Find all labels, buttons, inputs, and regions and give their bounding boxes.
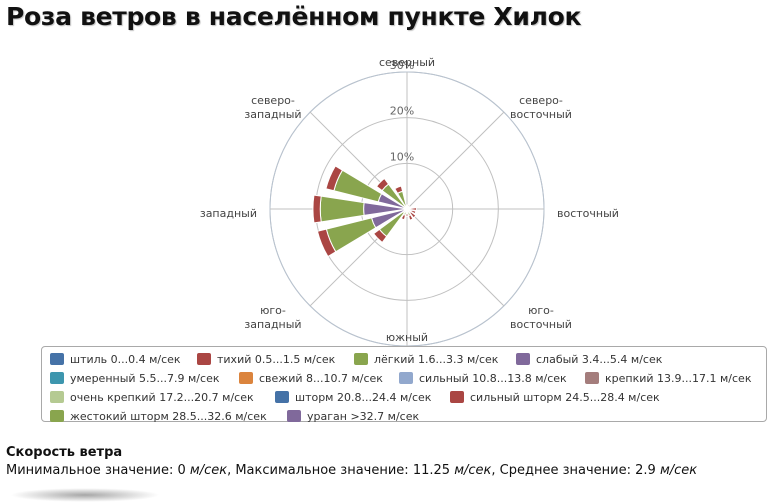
max-label: , Максимальное значение: [227,463,413,478]
wind-sector-bar [409,211,417,219]
legend-item[interactable]: слабый 3.4...5.4 м/сек [516,352,662,366]
direction-label: юго-западный [244,304,301,331]
direction-label: восточный [557,207,619,220]
wind-sector-bar [325,165,344,192]
direction-label: северо-западный [244,94,301,121]
radial-tick-label: 30% [390,59,414,72]
legend-swatch [450,391,464,403]
legend-item[interactable]: очень крепкий 17.2...20.7 м/сек [50,390,254,404]
wind-sector-bar [406,203,411,209]
legend-swatch [287,410,301,422]
wind-sector-bar [410,209,417,215]
grid-spoke [406,208,505,307]
min-value: 0 [177,463,186,478]
legend-swatch [50,410,64,422]
wind-sector-bar [316,228,337,258]
legend-swatch [275,391,289,403]
legend-swatch [50,353,64,365]
wind-sector-bar [312,194,322,224]
legend-label: лёгкий 1.6...3.3 м/сек [374,352,499,366]
wind-sector-bar [405,212,409,217]
caption-stats: Минимальное значение: 0 м/сек, Максималь… [6,463,697,478]
legend-label: ураган >32.7 м/сек [307,409,420,423]
min-label: Минимальное значение: [6,463,178,478]
legend-item[interactable]: умеренный 5.5...7.9 м/сек [50,371,219,385]
legend-label: тихий 0.5...1.5 м/сек [217,352,336,366]
legend-item[interactable]: ураган >32.7 м/сек [287,409,419,423]
radial-tick-label: 10% [390,150,414,163]
min-unit: м/сек [189,463,228,478]
grid-spoke [406,111,505,210]
wind-sector-bar [319,195,365,223]
radial-tick-label: 20% [390,105,414,118]
wind-sector-bar [409,207,418,211]
legend-label: сильный шторм 24.5...28.4 м/сек [470,390,660,404]
legend-swatch [197,353,211,365]
legend-label: умеренный 5.5...7.9 м/сек [70,371,220,385]
legend-label: сильный 10.8...13.8 м/сек [419,371,567,385]
legend-item[interactable]: крепкий 13.9...17.1 м/сек [585,371,751,385]
legend-label: шторм 20.8...24.4 м/сек [295,390,432,404]
wind-sector-bar [333,169,383,203]
legend-label: штиль 0...0.4 м/сек [70,352,181,366]
caption-title: Скорость ветра [6,445,123,460]
legend-label: крепкий 13.9...17.1 м/сек [605,371,752,385]
direction-label: юго-восточный [510,304,572,331]
legend-label: жестокий шторм 28.5...32.6 м/сек [70,409,267,423]
legend-swatch [399,372,413,384]
legend-item[interactable]: тихий 0.5...1.5 м/сек [197,352,335,366]
direction-label: северо-восточный [510,94,572,121]
avg-unit: м/сек [659,463,698,478]
legend-item[interactable]: шторм 20.8...24.4 м/сек [275,390,431,404]
wind-sector-bar [394,185,404,195]
wind-sector-bar [400,213,407,221]
legend-label: слабый 3.4...5.4 м/сек [536,352,663,366]
legend-item[interactable]: штиль 0...0.4 м/сек [50,352,181,366]
wind-rose-chart: 10% 20% 30%северный северо-восточный восточн… [200,56,619,346]
legend-item[interactable]: свежий 8...10.7 м/сек [239,371,383,385]
wind-sector-bar [375,177,390,192]
legend: штиль 0...0.4 м/сек тихий 0.5...1.5 м/сек… [41,346,767,423]
legend-swatch [239,372,253,384]
legend-item[interactable]: лёгкий 1.6...3.3 м/сек [354,352,498,366]
decorative-shadow [10,488,160,502]
max-value: 11.25 [412,463,451,478]
legend-swatch [516,353,530,365]
max-unit: м/сек [454,463,492,478]
wind-sector-bar [325,217,377,253]
legend-item[interactable]: сильный 10.8...13.8 м/сек [399,371,567,385]
avg-label: , Среднее значение: [491,463,636,478]
legend-item[interactable]: сильный шторм 24.5...28.4 м/сек [450,390,660,404]
wind-speed-caption: Скорость ветра Минимальное значение: 0 м… [6,445,697,478]
legend-swatch [585,372,599,384]
direction-label: южный [386,331,428,344]
legend-item[interactable]: жестокий шторм 28.5...32.6 м/сек [50,409,267,423]
page-title: Роза ветров в населённом пункте Хилок [6,2,582,31]
wind-sector-bar [408,214,414,221]
avg-value: 2.9 [635,463,656,478]
legend-label: свежий 8...10.7 м/сек [259,371,383,385]
legend-swatch [50,391,64,403]
direction-label: западный [200,207,257,220]
wind-sector-bar [372,228,388,244]
legend-swatch [50,372,64,384]
direction-label: северный [379,56,435,69]
legend-label: очень крепкий 17.2...20.7 м/сек [70,390,254,404]
legend-swatch [354,353,368,365]
